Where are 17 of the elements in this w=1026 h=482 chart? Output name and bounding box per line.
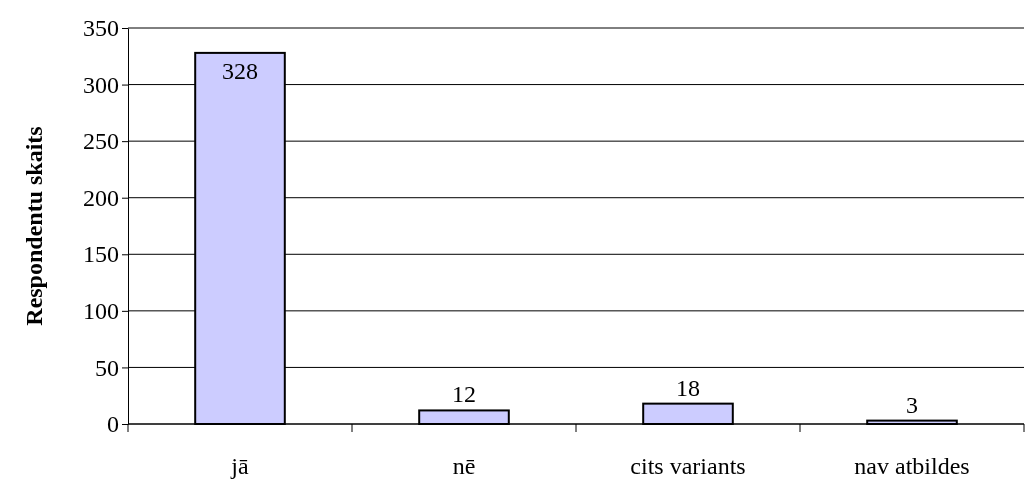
x-tick-label: jā <box>230 453 249 479</box>
x-tick-label: nē <box>452 453 476 479</box>
data-label: 328 <box>222 57 258 84</box>
y-tick-label: 150 <box>83 241 119 268</box>
data-label: 3 <box>906 391 918 418</box>
y-tick-label: 250 <box>83 128 119 155</box>
y-tick-label: 0 <box>107 411 119 438</box>
y-axis-title: Respondentu skaits <box>21 126 47 326</box>
y-tick-label: 300 <box>83 71 119 98</box>
y-tick-label: 100 <box>83 298 119 325</box>
y-tick-label: 50 <box>95 354 119 381</box>
y-tick-label: 350 <box>83 15 119 42</box>
x-tick-label: cits variants <box>630 453 746 479</box>
data-label: 12 <box>452 381 476 408</box>
y-tick-label: 200 <box>83 184 119 211</box>
x-tick-label: nav atbildes <box>854 453 970 479</box>
data-label: 18 <box>676 374 700 401</box>
